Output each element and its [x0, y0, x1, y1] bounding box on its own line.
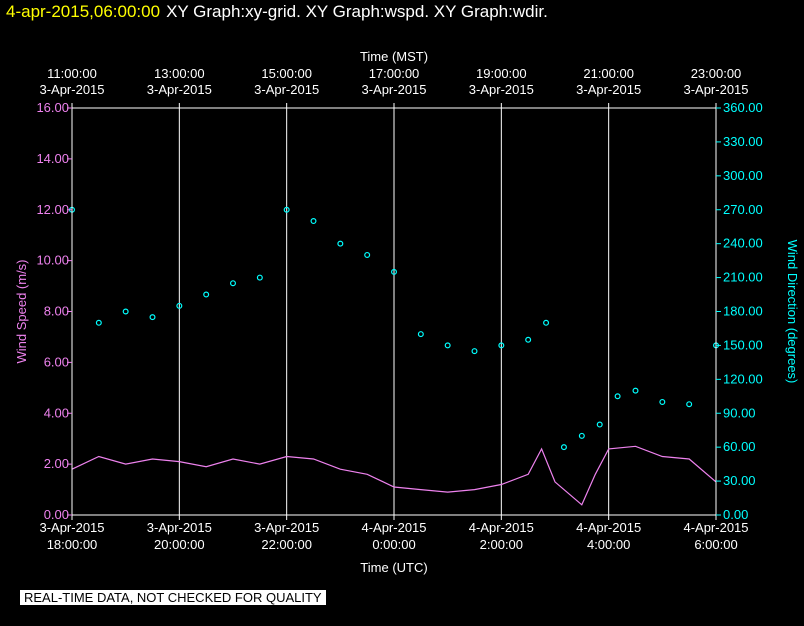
x-tick-label-time: 20:00:00 [154, 537, 205, 552]
x-top-tick-label-date: 3-Apr-2015 [254, 82, 319, 97]
x-tick-label-date: 4-Apr-2015 [576, 520, 641, 535]
wdir-point [614, 393, 621, 400]
wind-speed-series [71, 445, 717, 506]
x-top-tick-label-date: 3-Apr-2015 [683, 82, 748, 97]
x-top-tick-label-date: 3-Apr-2015 [361, 82, 426, 97]
x-tick-label-date: 3-Apr-2015 [39, 520, 104, 535]
grid-lines [178, 108, 610, 515]
x-top-tick-label-date: 3-Apr-2015 [576, 82, 641, 97]
y-right-tick-label: 210.00 [723, 270, 763, 285]
y-left-tick-label: 4.00 [44, 405, 69, 420]
wdir-point [659, 398, 666, 405]
wdir-point [578, 432, 585, 439]
y-left-tick-label: 8.00 [44, 304, 69, 319]
wdir-point [417, 331, 424, 338]
x-top-axis-title: Time (MST) [360, 49, 428, 64]
x-top-tick-label-date: 3-Apr-2015 [147, 82, 212, 97]
x-tick-label-time: 18:00:00 [47, 537, 98, 552]
wdir-point [632, 387, 639, 394]
x-top-tick-label-time: 13:00:00 [154, 66, 205, 81]
x-top-tick-label-time: 23:00:00 [691, 66, 742, 81]
y-right-tick-label: 0.00 [723, 507, 748, 522]
x-tick-label-time: 22:00:00 [261, 537, 312, 552]
x-top-tick-label-time: 15:00:00 [261, 66, 312, 81]
y-right-tick-label: 150.00 [723, 337, 763, 352]
wdir-point [283, 206, 290, 213]
y-right-tick-label: 360.00 [723, 100, 763, 115]
wdir-point [310, 218, 317, 225]
x-tick-label-date: 3-Apr-2015 [147, 520, 212, 535]
y-right-tick-label: 270.00 [723, 202, 763, 217]
y-left-tick-label: 10.00 [36, 253, 69, 268]
y-right-tick-label: 120.00 [723, 371, 763, 386]
y-left-tick-label: 16.00 [36, 100, 69, 115]
x-top-tick-label-time: 11:00:00 [47, 66, 97, 81]
graph-titles: XY Graph:xy-grid. XY Graph:wspd. XY Grap… [166, 2, 548, 21]
wdir-point [543, 319, 550, 326]
quality-notice: REAL-TIME DATA, NOT CHECKED FOR QUALITY [20, 590, 326, 605]
x-tick-label-time: 2:00:00 [480, 537, 523, 552]
x-tick-label-date: 3-Apr-2015 [254, 520, 319, 535]
y-right-tick-label: 30.00 [723, 473, 756, 488]
y-right-tick-label: 330.00 [723, 134, 763, 149]
y-left-axis-title: Wind Speed (m/s) [14, 259, 29, 363]
wdir-point [525, 336, 532, 343]
chart-header: 4-apr-2015,06:00:00 XY Graph:xy-grid. XY … [6, 2, 548, 22]
wdir-point [203, 291, 210, 298]
wdir-point [560, 444, 567, 451]
x-tick-label-date: 4-Apr-2015 [361, 520, 426, 535]
x-top-tick-label-date: 3-Apr-2015 [39, 82, 104, 97]
wdir-point [364, 251, 371, 258]
x-top-tick-label-time: 17:00:00 [369, 66, 420, 81]
x-top-tick-label-time: 19:00:00 [476, 66, 527, 81]
x-tick-label-date: 4-Apr-2015 [469, 520, 534, 535]
wdir-point [176, 302, 183, 309]
timestamp-label: 4-apr-2015,06:00:00 [6, 2, 161, 21]
wspd-line [71, 445, 717, 506]
wdir-point [498, 342, 505, 349]
wdir-point [471, 348, 478, 355]
wdir-point [337, 240, 344, 247]
x-tick-label-date: 4-Apr-2015 [683, 520, 748, 535]
y-right-tick-label: 180.00 [723, 304, 763, 319]
y-left-tick-label: 14.00 [36, 151, 69, 166]
x-axis-title: Time (UTC) [360, 560, 427, 575]
y-right-tick-label: 60.00 [723, 439, 756, 454]
wdir-point [149, 314, 156, 321]
wdir-point [686, 401, 693, 408]
x-tick-label-time: 0:00:00 [372, 537, 415, 552]
wdir-point [391, 268, 398, 275]
y-right-tick-label: 240.00 [723, 236, 763, 251]
x-top-tick-label-date: 3-Apr-2015 [469, 82, 534, 97]
y-left-tick-label: 0.00 [44, 507, 69, 522]
y-left-tick-label: 12.00 [36, 202, 69, 217]
y-right-tick-label: 90.00 [723, 405, 756, 420]
wdir-point [230, 280, 237, 287]
y-left-tick-label: 2.00 [44, 456, 69, 471]
wind-direction-series [68, 206, 719, 451]
wdir-point [256, 274, 263, 281]
axes: 3-Apr-201518:00:0011:00:003-Apr-20153-Ap… [14, 49, 800, 575]
wdir-point [444, 342, 451, 349]
x-tick-label-time: 6:00:00 [694, 537, 737, 552]
y-right-tick-label: 300.00 [723, 168, 763, 183]
y-left-tick-label: 6.00 [44, 354, 69, 369]
y-right-axis-title: Wind Direction (degrees) [785, 240, 800, 384]
wdir-point [596, 421, 603, 428]
wdir-point [122, 308, 129, 315]
x-top-tick-label-time: 21:00:00 [583, 66, 634, 81]
x-tick-label-time: 4:00:00 [587, 537, 630, 552]
wdir-point [95, 319, 102, 326]
